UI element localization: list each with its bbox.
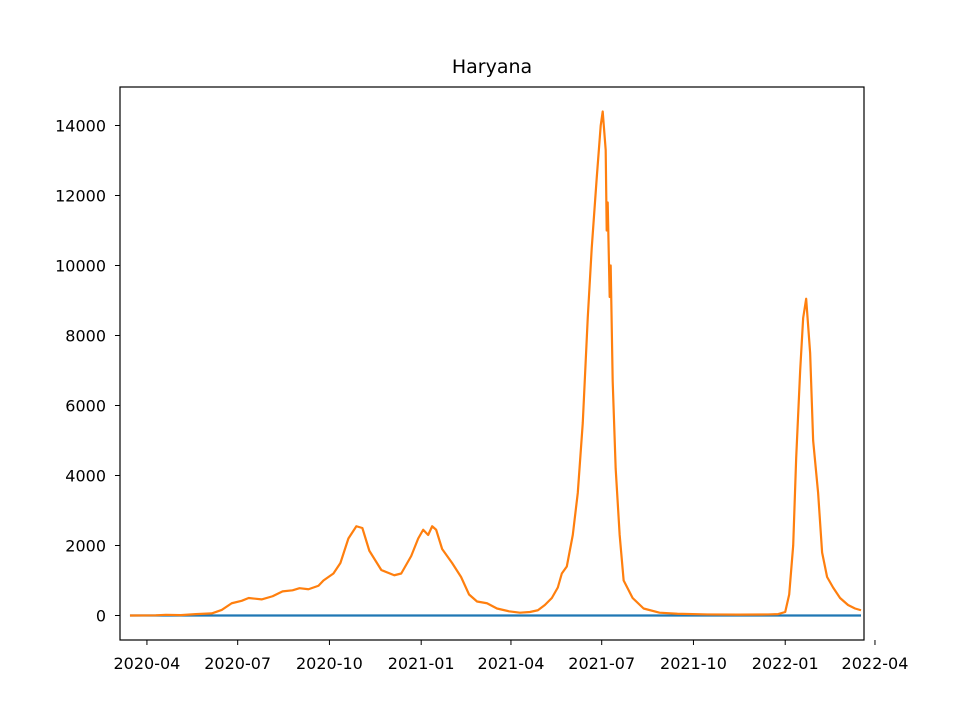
y-tick-label: 0	[96, 607, 106, 626]
y-tick-label: 14000	[55, 117, 106, 136]
plot-area	[129, 110, 862, 617]
y-tick-label: 10000	[55, 257, 106, 276]
series-line-2	[129, 110, 862, 617]
y-tick-label: 12000	[55, 187, 106, 206]
x-tick-label: 2020-04	[113, 654, 180, 673]
x-tick-label: 2020-07	[204, 654, 271, 673]
x-tick-label: 2021-10	[660, 654, 727, 673]
y-tick-label: 8000	[65, 327, 106, 346]
x-tick-label: 2021-04	[478, 654, 545, 673]
x-axis: 2020-04 2020-07 2020-10 2021-01 2021-04 2021-…	[113, 640, 908, 673]
x-tick-label: 2021-01	[388, 654, 455, 673]
x-tick-label: 2022-04	[842, 654, 909, 673]
y-tick-label: 6000	[65, 397, 106, 416]
axes-frame	[119, 86, 865, 641]
y-tick-label: 4000	[65, 467, 106, 486]
chart-title: Haryana	[452, 56, 532, 78]
y-axis: 0 2000 4000 6000 8000 10000 12000 14000	[55, 117, 120, 626]
x-tick-label: 2020-10	[296, 654, 363, 673]
x-tick-label: 2022-01	[752, 654, 819, 673]
y-tick-label: 2000	[65, 537, 106, 556]
x-tick-label: 2021-07	[568, 654, 635, 673]
